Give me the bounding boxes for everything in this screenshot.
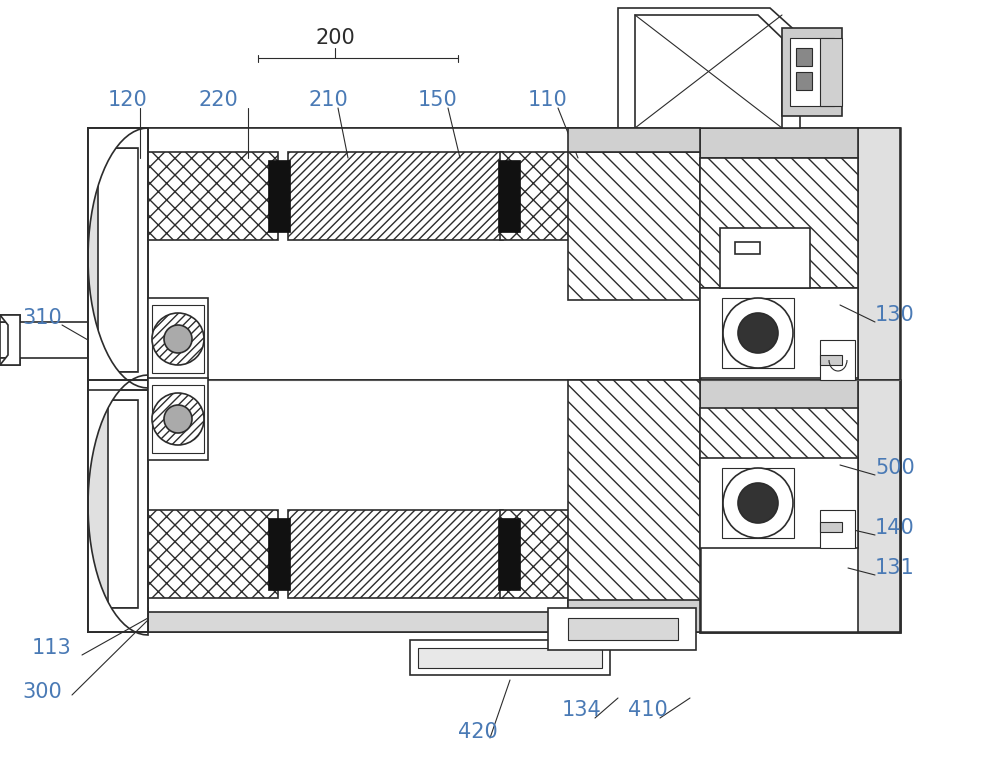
- Bar: [820, 38, 842, 106]
- Bar: [568, 600, 700, 632]
- Polygon shape: [820, 522, 842, 532]
- Polygon shape: [88, 380, 148, 632]
- Polygon shape: [0, 315, 20, 322]
- Bar: [268, 160, 290, 232]
- Bar: [418, 648, 602, 668]
- Circle shape: [723, 468, 793, 538]
- Bar: [735, 242, 760, 254]
- Text: 210: 210: [308, 90, 348, 110]
- Bar: [700, 380, 858, 410]
- Bar: [700, 158, 858, 288]
- Text: 500: 500: [875, 458, 915, 478]
- Polygon shape: [635, 15, 782, 128]
- Polygon shape: [0, 322, 88, 358]
- Text: 130: 130: [875, 305, 915, 325]
- Bar: [568, 618, 678, 640]
- Bar: [148, 378, 208, 460]
- Text: 300: 300: [22, 682, 62, 702]
- Bar: [288, 152, 503, 240]
- Circle shape: [723, 298, 793, 368]
- Text: 420: 420: [458, 722, 498, 742]
- Bar: [796, 72, 812, 90]
- Bar: [858, 128, 900, 632]
- Bar: [782, 28, 842, 116]
- Circle shape: [164, 405, 192, 433]
- Bar: [498, 160, 520, 232]
- Bar: [152, 305, 204, 373]
- Circle shape: [152, 313, 204, 365]
- Polygon shape: [88, 128, 148, 390]
- Polygon shape: [820, 510, 855, 548]
- Bar: [700, 288, 858, 378]
- Bar: [858, 380, 900, 632]
- Text: 310: 310: [22, 308, 62, 328]
- Bar: [700, 452, 858, 482]
- Bar: [268, 518, 290, 590]
- Bar: [148, 152, 278, 240]
- Polygon shape: [618, 8, 800, 128]
- Bar: [152, 385, 204, 453]
- Polygon shape: [108, 128, 148, 390]
- Text: 220: 220: [198, 90, 238, 110]
- Polygon shape: [88, 128, 148, 390]
- Bar: [148, 298, 208, 380]
- Circle shape: [738, 483, 778, 523]
- Text: 110: 110: [528, 90, 568, 110]
- Polygon shape: [820, 355, 842, 365]
- Bar: [498, 518, 520, 590]
- Bar: [722, 298, 794, 368]
- Polygon shape: [88, 375, 148, 635]
- Polygon shape: [820, 340, 855, 380]
- Polygon shape: [0, 358, 20, 365]
- Bar: [88, 128, 148, 390]
- Bar: [88, 128, 700, 380]
- Bar: [700, 380, 900, 632]
- Bar: [722, 468, 794, 538]
- Bar: [288, 510, 503, 598]
- Bar: [720, 228, 810, 288]
- Bar: [568, 152, 700, 300]
- Text: 131: 131: [875, 558, 915, 578]
- Bar: [548, 608, 696, 650]
- Text: 410: 410: [628, 700, 668, 720]
- Bar: [700, 128, 858, 158]
- Text: 134: 134: [562, 700, 602, 720]
- Bar: [88, 380, 700, 632]
- Bar: [796, 48, 812, 66]
- Polygon shape: [0, 315, 20, 365]
- Bar: [148, 510, 278, 598]
- Bar: [568, 128, 700, 152]
- Bar: [500, 152, 570, 240]
- Bar: [568, 380, 700, 628]
- Bar: [790, 38, 834, 106]
- Bar: [700, 128, 900, 632]
- Bar: [500, 510, 570, 598]
- Polygon shape: [108, 380, 148, 632]
- Bar: [410, 640, 610, 675]
- Text: 150: 150: [418, 90, 458, 110]
- Circle shape: [738, 313, 778, 353]
- Bar: [700, 458, 858, 548]
- Bar: [700, 408, 858, 528]
- Text: 113: 113: [32, 638, 72, 658]
- Polygon shape: [88, 612, 700, 632]
- Text: 140: 140: [875, 518, 915, 538]
- Text: 200: 200: [315, 28, 355, 48]
- Circle shape: [164, 325, 192, 353]
- Text: 120: 120: [108, 90, 148, 110]
- Circle shape: [152, 393, 204, 445]
- Polygon shape: [88, 128, 700, 148]
- Bar: [88, 380, 148, 632]
